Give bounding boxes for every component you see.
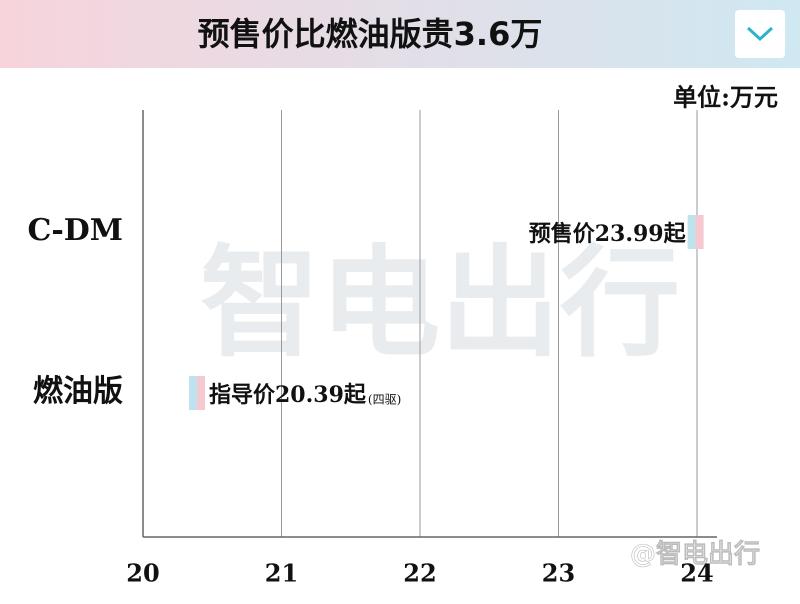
x-tick-label: 24: [680, 559, 713, 588]
credit: @智电出行: [630, 539, 760, 570]
value-marker: [189, 376, 206, 410]
watermark: 智电出行: [200, 235, 680, 374]
annotation: (四驱): [368, 393, 401, 407]
x-tick-label: 20: [126, 559, 159, 588]
x-tick-label: 21: [265, 559, 298, 588]
y-tick-label: 燃油版: [33, 374, 123, 409]
x-tick-label: 23: [542, 559, 575, 588]
x-tick-label: 22: [403, 559, 436, 588]
unit-label: 单位:万元: [673, 83, 778, 112]
y-tick-label: C-DM: [27, 213, 123, 248]
value-label: 预售价23.99起: [529, 221, 687, 247]
collapse-button[interactable]: [735, 10, 785, 58]
header-band: [0, 0, 800, 68]
chart-title: 预售价比燃油版贵3.6万: [198, 15, 543, 53]
value-marker: [687, 215, 704, 249]
value-label: 指导价20.39起: [209, 382, 367, 408]
